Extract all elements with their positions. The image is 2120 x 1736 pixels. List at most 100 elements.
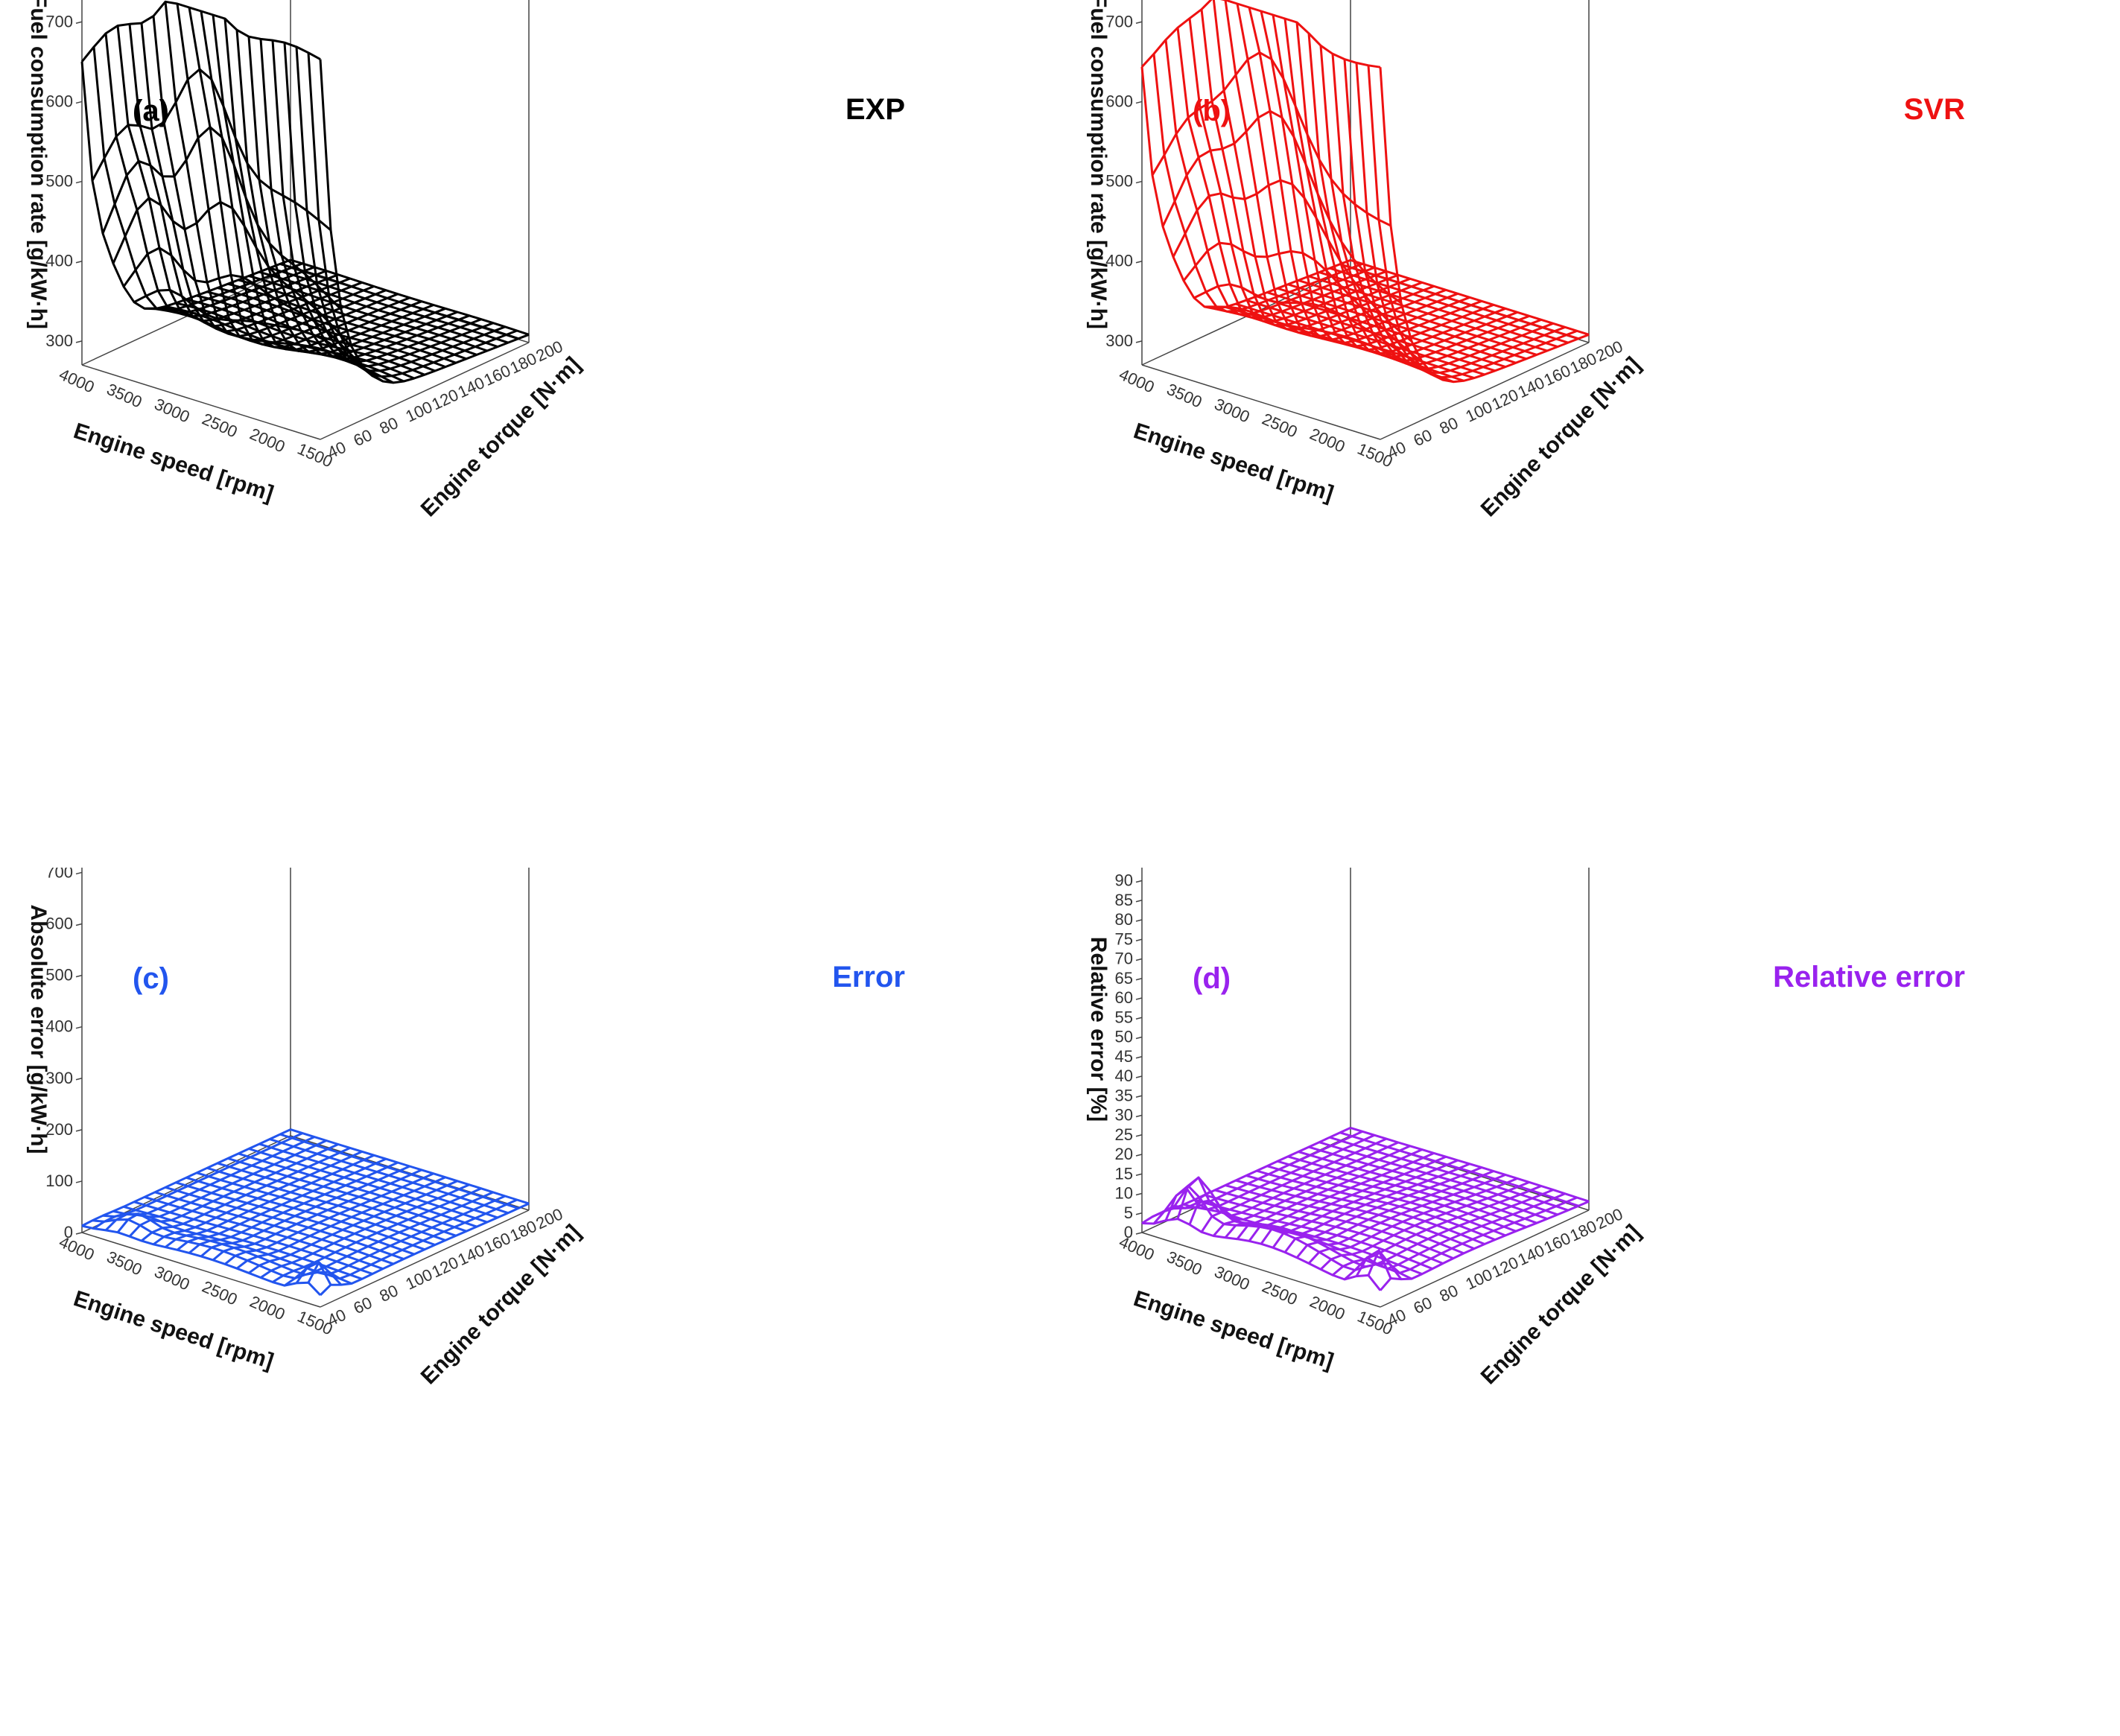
surface-line-torque [269,1138,509,1215]
z-axis-label: Absolute error [g/kW·h] [26,905,51,1154]
surface-line-torque [238,279,477,356]
surface-line-torque [1161,109,1402,305]
z-tick-label: 700 [1105,12,1133,31]
surface-line-torque [91,68,331,232]
x-tick-label: 2000 [1307,1292,1348,1324]
surface-line-torque [206,290,446,369]
z-tick-label: 500 [1105,172,1133,191]
surface-line-torque [279,262,519,340]
axis-box [81,868,530,1308]
z-tick-label: 400 [45,1017,73,1036]
x-tick-label: 3500 [104,1247,145,1279]
x-tick-label: 3500 [104,380,145,412]
z-axis-label: Relative error [%] [1086,937,1111,1122]
z-tick-label: 55 [1115,1008,1133,1026]
surface-line-speed [319,59,530,384]
surface-line-torque [227,282,467,360]
panel-title: Error [832,961,905,993]
z-tick-label: 100 [45,1171,73,1190]
z-tick-label: 400 [45,252,73,270]
x-axis-ticks: 4000 3500 3000 2500 2000 1500 [1117,365,1396,471]
surface-line-torque [1329,1136,1569,1212]
z-tick-label: 400 [1105,252,1133,270]
z-tick-label: 700 [45,868,73,881]
surface-line-torque [165,305,404,383]
surface-line-torque [1140,0,1381,69]
z-tick-label: 45 [1115,1047,1133,1066]
panel-letter: (a) [133,95,169,127]
x-tick-label: 3000 [152,395,193,427]
surface-line-torque [217,287,457,364]
surface-line-torque [144,1195,384,1271]
surface-line-torque [1245,299,1485,376]
surface-wireframe [80,0,530,384]
panel-title: SVR [1904,93,1965,126]
z-tick-label: 95 [1115,868,1133,870]
surface-line-torque [1329,267,1569,344]
surface-line-torque [248,1148,488,1224]
z-tick-label: 25 [1115,1125,1133,1144]
panel-title: EXP [845,93,905,126]
x-tick-label: 2500 [200,410,241,442]
surface-line-torque [279,1133,519,1209]
z-tick-label: 300 [45,1069,73,1087]
surface-line-torque [1183,1203,1423,1276]
z-tick-label: 300 [45,331,73,350]
x-axis-label: Engine speed [rpm] [1131,419,1337,506]
surface-line-torque [290,1128,530,1205]
z-tick-label: 20 [1115,1145,1133,1163]
surface-line-torque [1266,1165,1506,1237]
x-axis-label: Engine speed [rpm] [71,1286,277,1374]
z-tick-label: 200 [45,1120,73,1139]
x-tick-label: 3500 [1164,1247,1205,1279]
z-tick-label: 60 [1115,988,1133,1007]
surface-line-torque [1287,1155,1527,1229]
x-tick-label: 3000 [1212,395,1253,427]
x-tick-label: 4000 [57,1233,98,1265]
y-tick-label: 60 [1411,425,1435,450]
surface-line-torque [1193,1198,1433,1270]
surface-line-torque [1214,308,1454,384]
x-axis-label: Engine speed [rpm] [1131,1286,1337,1374]
surface-line-torque [92,1218,332,1285]
z-axis-ticks: 300 400 500 600 700 [1105,12,1143,350]
z-tick-label: 10 [1115,1184,1133,1203]
y-tick-label: 80 [1437,1281,1462,1306]
surface-line-torque [1339,263,1579,340]
surface-line-torque [1318,1141,1558,1216]
y-tick-label: 80 [1437,413,1462,438]
panel-b-chart: 300 400 500 600 700 4000 3500 3000 2500 2000 15004… [1086,0,1965,521]
z-tick-label: 600 [1105,92,1133,110]
surface-line-torque [196,294,436,372]
surface-line-torque [1298,1151,1537,1224]
z-tick-label: 90 [1115,871,1133,890]
surface-line-speed [319,1202,530,1297]
surface-line-torque [1225,305,1464,382]
surface-line-torque [154,308,394,384]
x-tick-label: 3000 [1212,1262,1253,1294]
y-tick-label: 60 [1411,1293,1435,1317]
surface-line-torque [165,1186,404,1260]
surface-line-torque [227,1157,467,1233]
surface-line-torque [1245,1174,1485,1245]
surface-line-torque [185,298,425,376]
z-tick-label: 0 [1124,1223,1133,1241]
surface-line-torque [122,247,364,366]
surface-line-torque [217,1162,457,1237]
z-axis-label: Fuel consumption rate [g/kW·h] [1086,0,1111,329]
surface-line-torque [1225,1184,1464,1255]
z-axis-ticks: 0510152025303540455055606570758085909510… [1115,868,1143,1241]
surface-line-torque [1204,1194,1444,1265]
surface-line-torque [133,1201,373,1275]
x-tick-label: 3500 [1164,380,1205,412]
z-tick-label: 600 [45,92,73,110]
y-tick-label: 60 [351,425,375,450]
panel-letter: (c) [133,962,169,995]
surface-line-torque [196,1171,436,1246]
panel-letter: (d) [1193,962,1231,995]
y-tick-label: 80 [377,413,402,438]
panel-title: Relative error [1773,961,1965,993]
panel-c-chart: 0 100 200 300 400 500 600 700 4000 3500 3000 2500 20… [26,868,905,1389]
panel-a-chart: 300 400 500 600 700 4000 3500 3000 2500 2000 15004… [26,0,905,521]
surface-line-torque [1318,271,1558,349]
